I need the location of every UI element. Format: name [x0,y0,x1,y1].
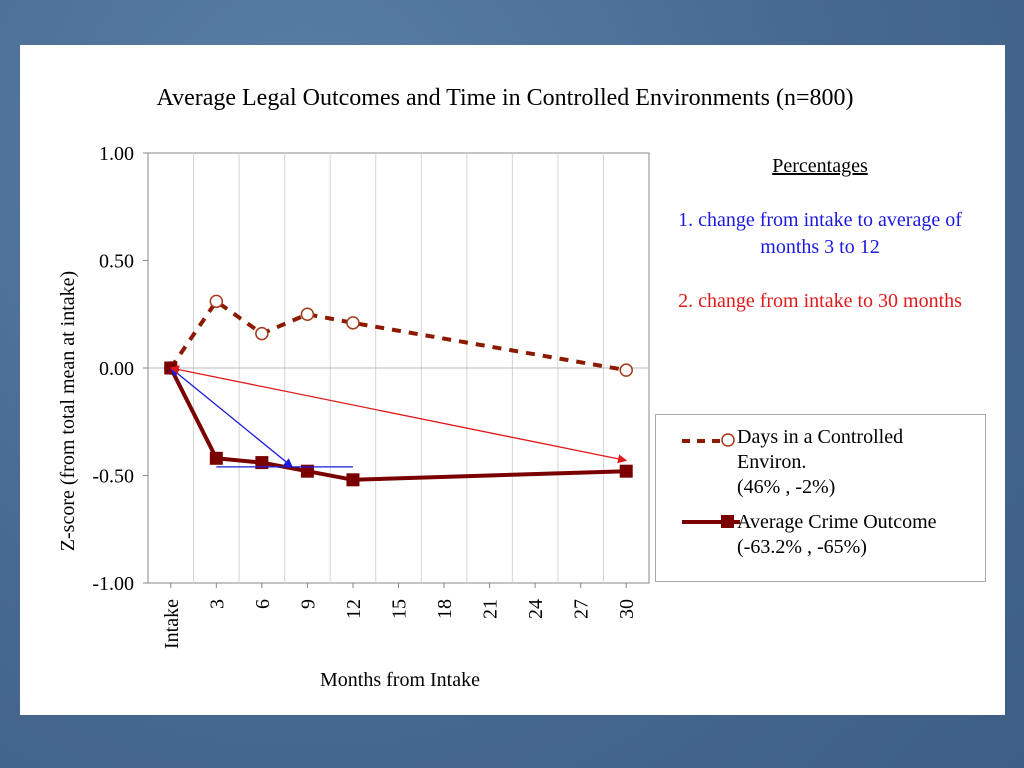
red-arrow [169,365,628,464]
chart-title: Average Legal Outcomes and Time in Contr… [157,85,854,111]
y-tick-label: 0.50 [99,251,134,273]
point-crime [209,451,223,465]
y-tick-label: -0.50 [92,466,134,488]
x-tick-label: 9 [297,599,319,609]
point-crime [346,473,360,487]
y-tick-label: 0.00 [99,358,134,380]
percentages-notes: Percentages 1. change from intake to ave… [675,153,965,315]
x-tick-label: 27 [571,599,593,619]
point-crime [300,464,314,478]
y-axis-label: Z-score (from total mean at intake) [57,271,79,551]
x-tick-label: 12 [343,599,365,619]
point-controlled [255,326,269,341]
legend-marker-square [682,515,740,528]
series-line-controlled [169,298,627,373]
note-1: 1. change from intake to average of mont… [678,209,962,258]
x-tick-label: 18 [434,599,456,619]
plot-area: 1.00 0.50 0.00 -0.50 -1.00 Intake 3 6 9 12 15 18 21 2… [92,143,650,649]
x-tick-label: 3 [206,599,228,609]
x-tick-label: 24 [525,599,547,619]
x-tick-label: 6 [252,599,274,609]
point-controlled [209,294,224,309]
x-axis-label: Months from Intake [320,669,480,691]
legend-label-controlled-1: Days in a Controlled [737,426,904,448]
legend-label-controlled-2: Environ. [737,451,807,473]
legend: Days in a Controlled Environ. (46% , -2%… [655,414,986,582]
point-controlled [300,307,315,321]
x-tick-label: 30 [616,599,638,619]
slide-panel: Average Legal Outcomes and Time in Contr… [20,45,1005,715]
notes-header: Percentages [772,155,868,177]
legend-marker-circle [682,433,735,447]
point-crime [619,464,633,478]
chart: Average Legal Outcomes and Time in Contr… [57,85,854,691]
x-tick-label: Intake [161,599,183,649]
legend-label-crime-1: Average Crime Outcome [737,511,937,533]
legend-label-controlled-3: (46% , -2%) [737,476,836,498]
x-tick-label: 15 [389,599,411,619]
y-tick-label: 1.00 [99,143,134,165]
legend-label-crime-2: (-63.2% , -65%) [737,536,867,558]
note-2: 2. change from intake to 30 months [678,290,962,312]
x-tick-label: 21 [480,599,502,619]
point-controlled [619,363,633,377]
point-controlled [346,316,360,330]
y-tick-label: -1.00 [92,573,134,595]
